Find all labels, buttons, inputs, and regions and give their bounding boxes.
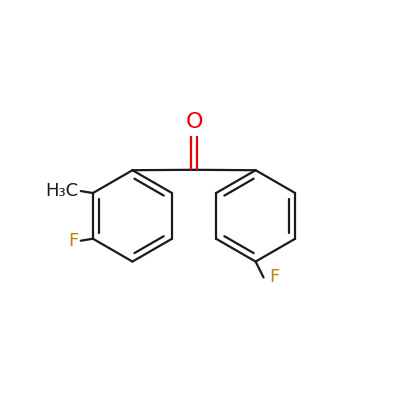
- Text: O: O: [185, 112, 203, 132]
- Text: F: F: [270, 268, 280, 286]
- Text: F: F: [68, 232, 79, 250]
- Text: H₃C: H₃C: [46, 182, 79, 200]
